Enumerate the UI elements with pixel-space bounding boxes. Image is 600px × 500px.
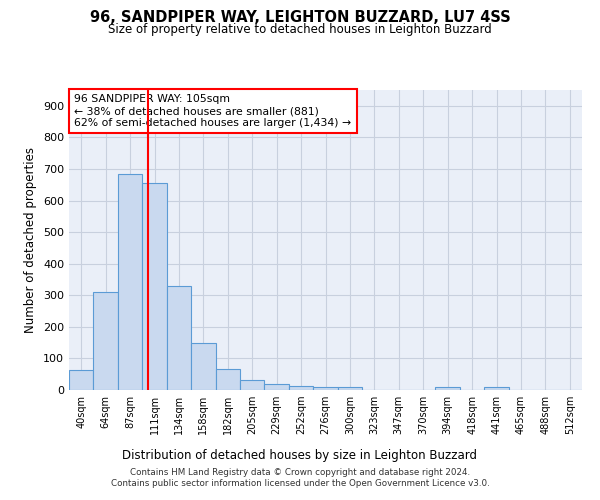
Bar <box>142 183 167 390</box>
Bar <box>69 370 94 390</box>
Bar <box>436 387 460 390</box>
Bar <box>338 387 362 390</box>
Text: Size of property relative to detached houses in Leighton Buzzard: Size of property relative to detached ho… <box>108 22 492 36</box>
Bar <box>240 380 265 390</box>
Text: Contains HM Land Registry data © Crown copyright and database right 2024.
Contai: Contains HM Land Registry data © Crown c… <box>110 468 490 487</box>
Bar <box>265 384 289 390</box>
Bar <box>484 388 509 390</box>
Bar <box>94 292 118 390</box>
Y-axis label: Number of detached properties: Number of detached properties <box>25 147 37 333</box>
Text: 96 SANDPIPER WAY: 105sqm
← 38% of detached houses are smaller (881)
62% of semi-: 96 SANDPIPER WAY: 105sqm ← 38% of detach… <box>74 94 351 128</box>
Text: 96, SANDPIPER WAY, LEIGHTON BUZZARD, LU7 4SS: 96, SANDPIPER WAY, LEIGHTON BUZZARD, LU7… <box>89 10 511 25</box>
Bar <box>289 386 313 390</box>
Bar <box>118 174 142 390</box>
Bar <box>191 342 215 390</box>
Bar <box>167 286 191 390</box>
Bar <box>313 387 338 390</box>
Bar <box>215 370 240 390</box>
Text: Distribution of detached houses by size in Leighton Buzzard: Distribution of detached houses by size … <box>122 448 478 462</box>
